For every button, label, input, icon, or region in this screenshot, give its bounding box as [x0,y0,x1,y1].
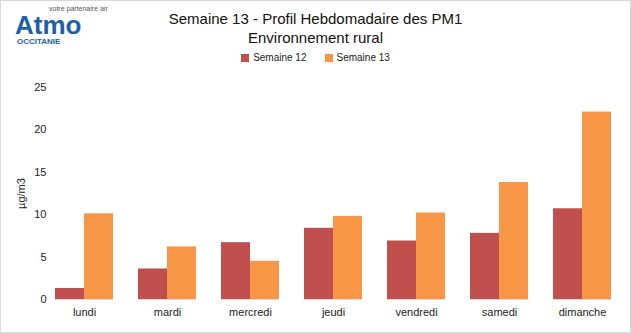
svg-text:vendredi: vendredi [395,306,437,318]
svg-text:mercredi: mercredi [229,306,272,318]
svg-text:20: 20 [34,123,46,135]
html-text:Semaine 13: Semaine 13 [336,52,390,63]
svg-text:jeudi: jeudi [321,306,345,318]
html-text:Atmo: Atmo [15,10,82,40]
html-text:Environnement rural: Environnement rural [248,29,383,46]
html-text:Semaine 12: Semaine 12 [253,52,307,63]
html-text:votre partenaire air: votre partenaire air [49,5,108,12]
svg-text:lundi: lundi [73,306,96,318]
svg-text:0: 0 [40,293,46,305]
svg-text:µg/m3: µg/m3 [15,178,27,209]
html-text:Semaine 13 - Profil Hebdomadai: Semaine 13 - Profil Hebdomadaire des PM1 [168,10,463,27]
svg-text:samedi: samedi [482,306,517,318]
svg-text:mardi: mardi [154,306,182,318]
svg-text:dimanche: dimanche [559,306,607,318]
svg-text:25: 25 [34,81,46,93]
svg-text:5: 5 [40,251,46,263]
html-text:OCCITANIE: OCCITANIE [17,37,61,46]
svg-text:10: 10 [34,208,46,220]
svg-text:15: 15 [34,166,46,178]
